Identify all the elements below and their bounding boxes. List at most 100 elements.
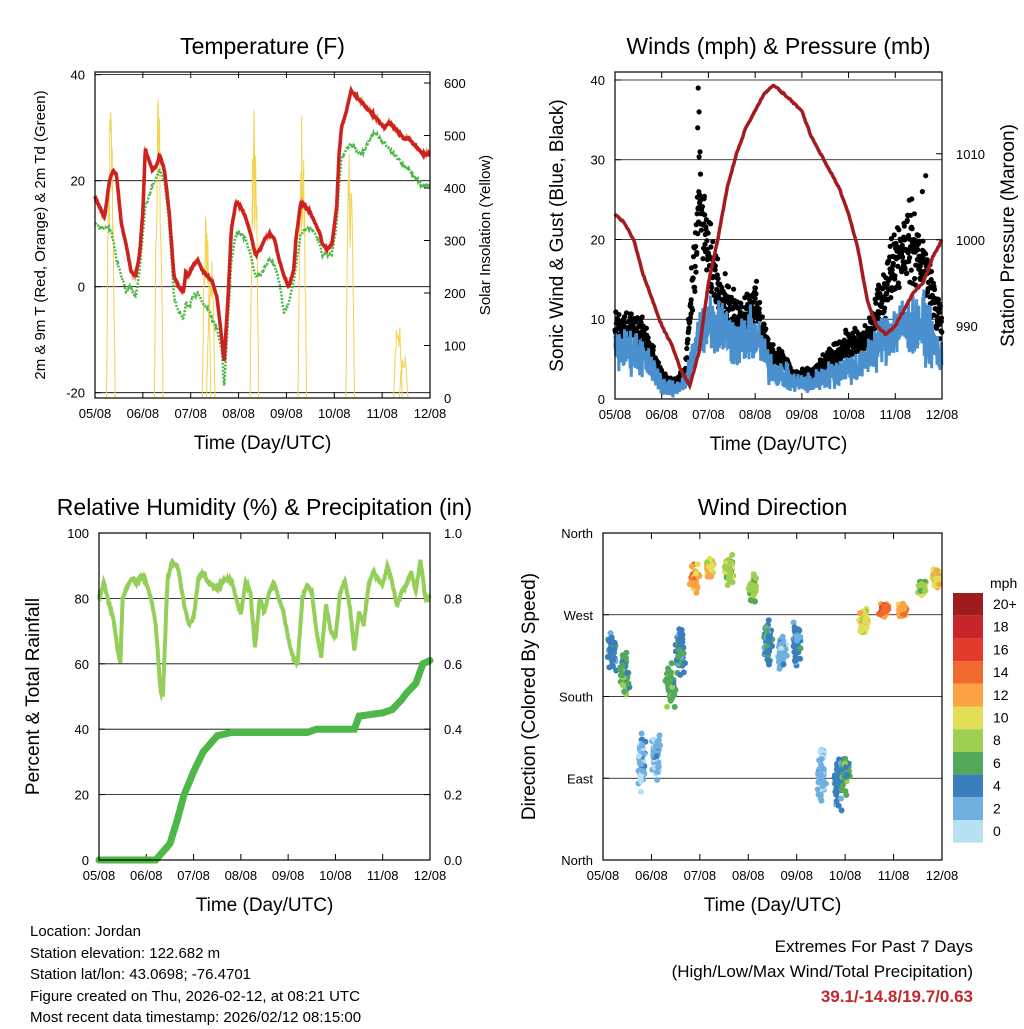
x-tick-label: 06/08 — [130, 868, 163, 883]
direction-point — [842, 764, 849, 771]
direction-point — [936, 581, 943, 588]
y2-tick-label: 0.2 — [444, 788, 462, 803]
direction-point — [655, 764, 662, 771]
direction-point — [839, 782, 846, 789]
gust-point — [915, 232, 922, 239]
gust-point — [753, 278, 760, 284]
direction-point — [820, 766, 827, 773]
y-tick-label: East — [567, 771, 593, 786]
direction-point — [653, 753, 660, 760]
direction-point — [753, 575, 760, 582]
direction-point — [862, 615, 869, 622]
x-tick-label: 08/08 — [739, 407, 772, 422]
y-tick-label: 20 — [591, 232, 605, 247]
y-tick-label: North — [561, 526, 593, 541]
gust-point — [693, 269, 699, 275]
y-tick-label: 100 — [67, 526, 89, 541]
y-tick-label: 0 — [78, 280, 85, 295]
gust-point — [753, 291, 759, 297]
direction-point — [815, 791, 822, 798]
direction-point — [707, 573, 714, 580]
gust-point — [694, 249, 700, 256]
direction-point — [899, 605, 906, 612]
y-tick-label: 40 — [75, 722, 89, 737]
gust-point — [639, 314, 645, 320]
x-tick-label: 05/08 — [599, 407, 632, 422]
colorbar-label: 20+ — [993, 596, 1017, 612]
gust-point — [697, 171, 704, 177]
x-tick-label: 09/08 — [780, 868, 813, 883]
gust-point — [911, 211, 917, 217]
x-tick-label: 06/08 — [645, 407, 678, 422]
direction-point — [769, 643, 776, 649]
colorbar-label: 12 — [993, 687, 1009, 703]
direction-point — [637, 778, 644, 785]
gust-point — [765, 336, 771, 342]
y-tick-label: 20 — [71, 174, 85, 189]
gust-point — [759, 314, 766, 320]
speed-colorbar: mph 20+ 18 16 14 12 10 8 6 4 2 0 — [953, 575, 1017, 843]
gust-point — [884, 291, 890, 297]
x-tick-label: 05/08 — [79, 406, 112, 421]
gust-point — [688, 297, 694, 303]
direction-point — [729, 551, 736, 558]
direction-point — [689, 580, 696, 586]
y-tick-label: 10 — [591, 312, 605, 327]
gust-point — [708, 221, 714, 227]
gust-point — [904, 217, 910, 223]
gust-point — [628, 311, 634, 317]
gust-point — [849, 352, 855, 358]
direction-point — [791, 627, 798, 634]
direction-point — [608, 648, 614, 655]
gust-point — [761, 321, 767, 327]
direction-point — [654, 738, 661, 745]
y-tick-label: 0 — [82, 853, 89, 868]
colorbar-title: mph — [990, 575, 1017, 591]
gust-point — [705, 230, 711, 236]
gust-point — [888, 236, 895, 242]
gust-point — [621, 314, 628, 320]
y-tick-label: -20 — [66, 386, 85, 401]
y-tick-label: 80 — [75, 591, 89, 606]
gust-point — [935, 296, 942, 302]
y-tick-label: 0 — [598, 392, 605, 407]
location-text: Location: Jordan — [30, 923, 141, 940]
gust-point — [690, 275, 696, 281]
humidity-panel: Relative Humidity (%) & Precipitation (i… — [23, 494, 472, 916]
direction-point — [623, 649, 630, 656]
gust-point — [686, 325, 692, 331]
x-tick-label: 09/08 — [786, 407, 819, 422]
direction-point — [669, 683, 676, 690]
y2-axis-label: Solar Insolation (Yellow) — [477, 155, 494, 315]
direction-point — [763, 627, 770, 634]
direction-point — [901, 611, 908, 618]
direction-point — [857, 610, 863, 617]
y2-tick-label: 0.6 — [444, 657, 462, 672]
y-axis-label: Percent & Total Rainfall — [23, 598, 44, 795]
colorbar-label: 4 — [993, 778, 1001, 794]
gust-point — [888, 295, 894, 301]
gust-point — [692, 263, 698, 269]
gust-point — [704, 238, 710, 244]
direction-point — [664, 703, 671, 710]
colorbar-label: 0 — [993, 823, 1001, 839]
extremes-title: Extremes For Past 7 Days — [774, 937, 973, 956]
x-tick-label: 09/08 — [272, 868, 305, 883]
x-tick-label: 10/08 — [319, 868, 352, 883]
direction-point — [747, 597, 754, 604]
colorbar-label: 6 — [993, 755, 1001, 771]
panel-title: Winds (mph) & Pressure (mb) — [626, 33, 930, 59]
gust-point — [710, 239, 716, 245]
gust-point — [704, 267, 710, 273]
gust-point — [692, 284, 698, 290]
x-tick-label: 11/08 — [879, 407, 911, 422]
direction-point — [879, 610, 886, 617]
temperature-2m-line — [93, 85, 431, 362]
x-tick-label: 10/08 — [318, 406, 351, 421]
direction-point — [818, 747, 825, 754]
x-tick-label: 12/08 — [926, 407, 959, 422]
direction-point — [726, 577, 733, 584]
gust-point — [645, 335, 651, 341]
direction-point — [604, 654, 611, 660]
x-tick-label: 05/08 — [587, 868, 620, 883]
